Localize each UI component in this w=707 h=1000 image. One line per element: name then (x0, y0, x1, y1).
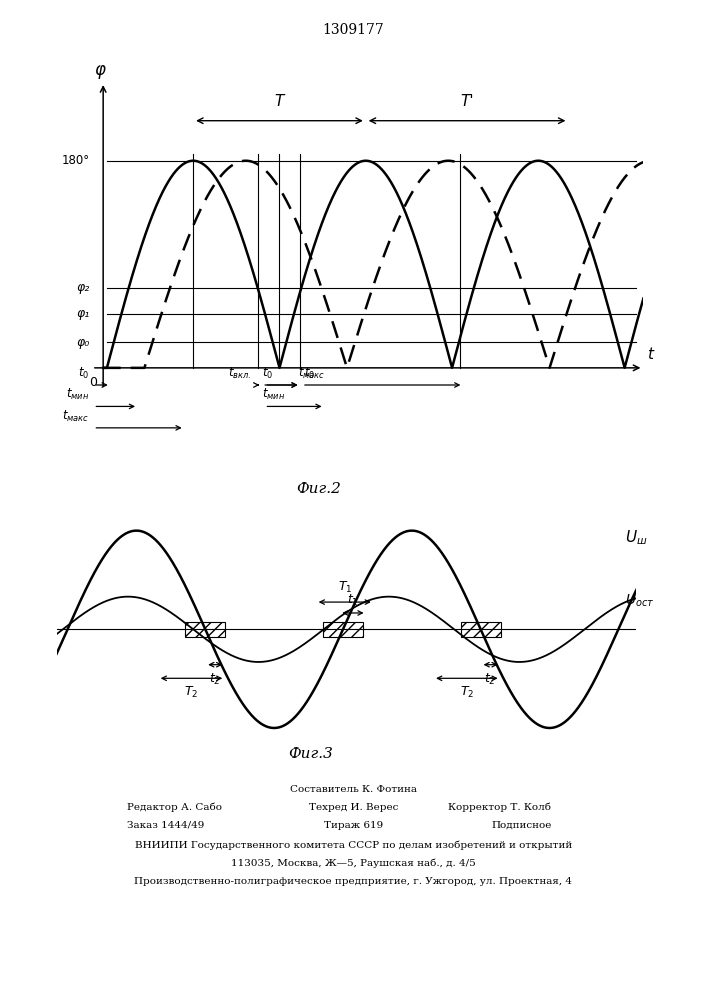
Text: $t_2$: $t_2$ (209, 672, 221, 687)
Text: 113035, Москва, Ж—5, Раушская наб., д. 4/5: 113035, Москва, Ж—5, Раушская наб., д. 4… (231, 859, 476, 868)
Text: Техред И. Верес: Техред И. Верес (309, 803, 398, 812)
Text: $t_{макс}$: $t_{макс}$ (62, 408, 90, 424)
Text: $T_1$: $T_1$ (337, 580, 352, 595)
Text: φ₀: φ₀ (76, 336, 90, 349)
Text: Составитель К. Фотина: Составитель К. Фотина (290, 785, 417, 794)
Text: $T_2$: $T_2$ (460, 685, 474, 700)
Text: Фиг.2: Фиг.2 (296, 482, 341, 496)
Text: $t_0$: $t_0$ (304, 366, 315, 381)
Text: 1309177: 1309177 (322, 23, 385, 37)
Text: Тираж 619: Тираж 619 (324, 821, 383, 830)
Text: Производственно-полиграфическое предприятие, г. Ужгород, ул. Проектная, 4: Производственно-полиграфическое предприя… (134, 877, 573, 886)
Text: φ: φ (94, 61, 105, 79)
Text: $t_{мин}$: $t_{мин}$ (66, 387, 90, 402)
Bar (323, 622, 363, 637)
Bar (185, 622, 226, 637)
Text: φ₂: φ₂ (76, 281, 90, 294)
Text: 0: 0 (89, 376, 97, 389)
Text: Подписное: Подписное (491, 821, 551, 830)
Bar (461, 622, 501, 637)
Text: t: t (647, 347, 653, 362)
Text: Фиг.3: Фиг.3 (288, 747, 334, 761)
Text: T': T' (460, 94, 474, 109)
Text: T: T (275, 94, 284, 109)
Text: $U_{ост}$: $U_{ост}$ (626, 593, 655, 609)
Text: $t_0$: $t_0$ (78, 366, 90, 381)
Text: $t_1$: $t_1$ (347, 592, 358, 608)
Text: $t_{вкл.}$: $t_{вкл.}$ (228, 366, 251, 381)
Text: $U_{ш}$: $U_{ш}$ (626, 528, 648, 547)
Text: $t_2$: $t_2$ (484, 672, 496, 687)
Text: Заказ 1444/49: Заказ 1444/49 (127, 821, 204, 830)
Text: ВНИИПИ Государственного комитета СССР по делам изобретений и открытий: ВНИИПИ Государственного комитета СССР по… (135, 841, 572, 850)
Text: 180°: 180° (62, 154, 90, 167)
Text: $t_{макс}$: $t_{макс}$ (298, 366, 325, 381)
Text: $t_0$: $t_0$ (262, 366, 274, 381)
Text: $t_{мин}$: $t_{мин}$ (262, 387, 286, 402)
Text: φ₁: φ₁ (76, 307, 90, 320)
Text: $T_2$: $T_2$ (185, 685, 199, 700)
Text: Редактор А. Сабо: Редактор А. Сабо (127, 803, 222, 812)
Text: Корректор Т. Колб: Корректор Т. Колб (448, 803, 551, 812)
